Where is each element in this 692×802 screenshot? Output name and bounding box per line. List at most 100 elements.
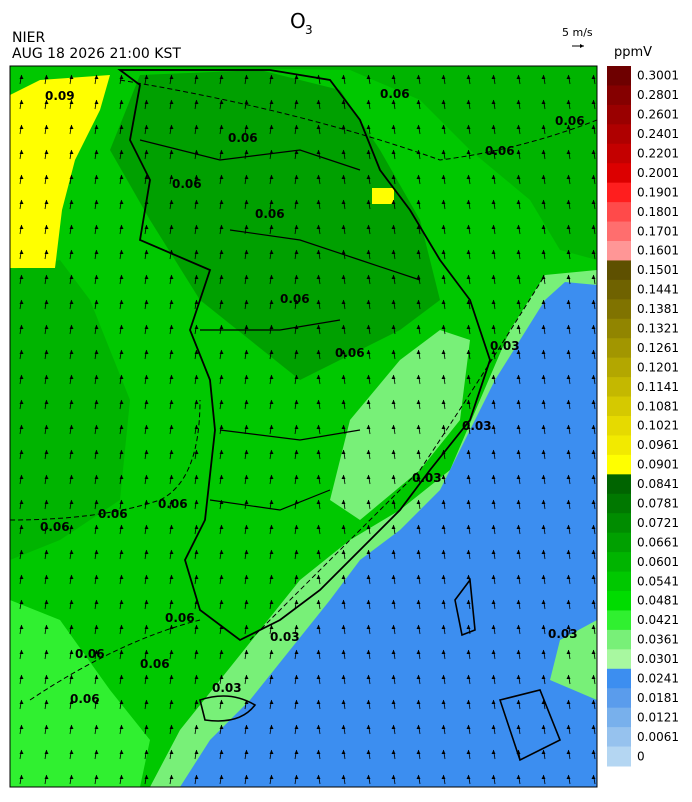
wind-arrowhead [19, 375, 24, 379]
wind-arrowhead [244, 75, 249, 79]
wind-arrowhead [144, 200, 149, 204]
wind-arrowhead [466, 100, 471, 104]
wind-arrowhead [294, 600, 299, 604]
wind-arrowhead [391, 475, 396, 479]
wind-arrowhead [244, 600, 249, 604]
wind-arrowhead [516, 700, 521, 704]
colorbar-swatch [607, 649, 631, 670]
wind-arrowhead [416, 375, 421, 379]
wind-arrowhead [144, 350, 149, 354]
wind-arrowhead [391, 625, 396, 629]
wind-arrowhead [269, 675, 274, 679]
wind-arrowhead [44, 775, 49, 779]
wind-arrowhead [244, 400, 249, 404]
wind-arrowhead [169, 75, 174, 79]
colorbar-label: 0.2801 [637, 88, 679, 102]
wind-arrowhead [94, 775, 99, 779]
wind-arrowhead [591, 300, 596, 304]
wind-arrowhead [566, 75, 571, 79]
wind-arrowhead [294, 625, 299, 629]
colorbar-label: 0 [637, 749, 645, 763]
wind-arrowhead [19, 725, 24, 729]
wind-arrowhead [44, 425, 49, 429]
wind-arrowhead [69, 400, 74, 404]
wind-arrowhead [44, 575, 49, 579]
contour-label: 0.03 [412, 471, 442, 485]
wind-arrowhead [294, 275, 299, 279]
contour-label: 0.06 [75, 647, 105, 661]
wind-arrowhead [591, 250, 596, 254]
wind-arrowhead [19, 575, 24, 579]
wind-arrowhead [244, 350, 249, 354]
wind-arrowhead [94, 525, 99, 529]
wind-arrowhead [294, 150, 299, 154]
wind-arrowhead [366, 100, 371, 104]
wind-arrowhead [591, 750, 596, 754]
wind-arrowhead [316, 650, 321, 654]
wind-arrowhead [591, 600, 596, 604]
wind-arrowhead [44, 400, 49, 404]
wind-arrowhead [269, 650, 274, 654]
wind-arrowhead [441, 775, 446, 779]
contour-lines [10, 79, 597, 701]
wind-arrowhead [391, 600, 396, 604]
wind-arrowhead [416, 675, 421, 679]
wind-arrowhead [94, 200, 99, 204]
wind-arrowhead [391, 725, 396, 729]
wind-arrowhead [566, 150, 571, 154]
colorbar-swatch [607, 182, 631, 203]
wind-arrowhead [541, 300, 546, 304]
colorbar-label: 0.0361 [637, 633, 679, 647]
wind-arrowhead [541, 575, 546, 579]
wind-arrowhead [516, 675, 521, 679]
wind-arrowhead [244, 325, 249, 329]
wind-arrowhead [566, 500, 571, 504]
wind-arrowhead [94, 250, 99, 254]
wind-arrowhead [194, 175, 199, 179]
wind-arrowhead [516, 425, 521, 429]
wind-arrowhead [416, 400, 421, 404]
wind-arrowhead [516, 225, 521, 229]
wind-arrowhead [466, 350, 471, 354]
wind-arrowhead [94, 450, 99, 454]
wind-arrowhead [19, 475, 24, 479]
wind-arrowhead [316, 450, 321, 454]
wind-arrowhead [466, 125, 471, 129]
wind-arrowhead [541, 725, 546, 729]
wind-arrowhead [366, 425, 371, 429]
wind-arrowhead [316, 700, 321, 704]
wind-arrowhead [516, 275, 521, 279]
wind-arrowhead [44, 275, 49, 279]
wind-arrowhead [591, 525, 596, 529]
wind-arrowhead [69, 200, 74, 204]
wind-arrowhead [566, 600, 571, 604]
colorbar-label: 0.0961 [637, 438, 679, 452]
wind-arrowhead [119, 600, 124, 604]
wind-arrowhead [69, 425, 74, 429]
wind-arrowhead [219, 625, 224, 629]
wind-arrowhead [366, 750, 371, 754]
wind-arrowhead [366, 250, 371, 254]
colorbar-swatch [607, 591, 631, 611]
wind-arrowhead [391, 225, 396, 229]
wind-arrowhead [466, 75, 471, 79]
wind-arrowhead [294, 725, 299, 729]
wind-arrowhead [341, 225, 346, 229]
wind-arrowhead [366, 150, 371, 154]
wind-arrowhead [244, 100, 249, 104]
wind-arrowhead [119, 650, 124, 654]
wind-arrowhead [341, 500, 346, 504]
wind-arrowhead [416, 75, 421, 79]
wind-arrowhead [391, 400, 396, 404]
wind-arrowhead [19, 750, 24, 754]
wind-arrowhead [541, 475, 546, 479]
wind-arrowhead [441, 625, 446, 629]
wind-arrowhead [441, 425, 446, 429]
wind-arrowhead [541, 325, 546, 329]
wind-arrowhead [391, 575, 396, 579]
wind-arrowhead [244, 150, 249, 154]
wind-arrowhead [316, 200, 321, 204]
wind-arrowhead [94, 75, 99, 79]
wind-arrowhead [366, 400, 371, 404]
wind-arrowhead [316, 675, 321, 679]
